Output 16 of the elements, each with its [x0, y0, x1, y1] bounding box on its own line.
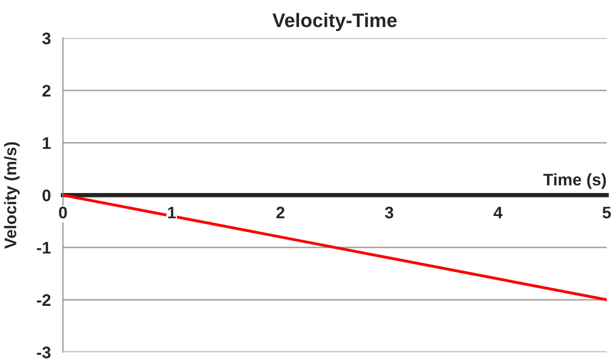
y-tick-label: -3 [36, 346, 51, 358]
x-tick-label: 3 [384, 206, 394, 218]
y-tick-label: -2 [36, 294, 50, 306]
y-tick-label: 3 [42, 32, 51, 44]
x-axis-title: Time (s) [543, 173, 606, 189]
chart-title: Velocity-Time [272, 12, 397, 32]
y-axis-title: Velocity (m/s) [4, 142, 20, 249]
y-tick-label: 2 [42, 84, 50, 96]
x-tick-label: 1 [168, 206, 176, 218]
x-tick-label: 2 [276, 206, 284, 218]
x-tick-label: 4 [494, 206, 503, 218]
x-tick-label: 5 [602, 206, 611, 218]
y-tick-label: 1 [42, 137, 51, 149]
y-tick-label: 0 [42, 190, 50, 202]
y-tick-label: -1 [36, 242, 51, 254]
x-tick-label: 0 [58, 206, 67, 218]
